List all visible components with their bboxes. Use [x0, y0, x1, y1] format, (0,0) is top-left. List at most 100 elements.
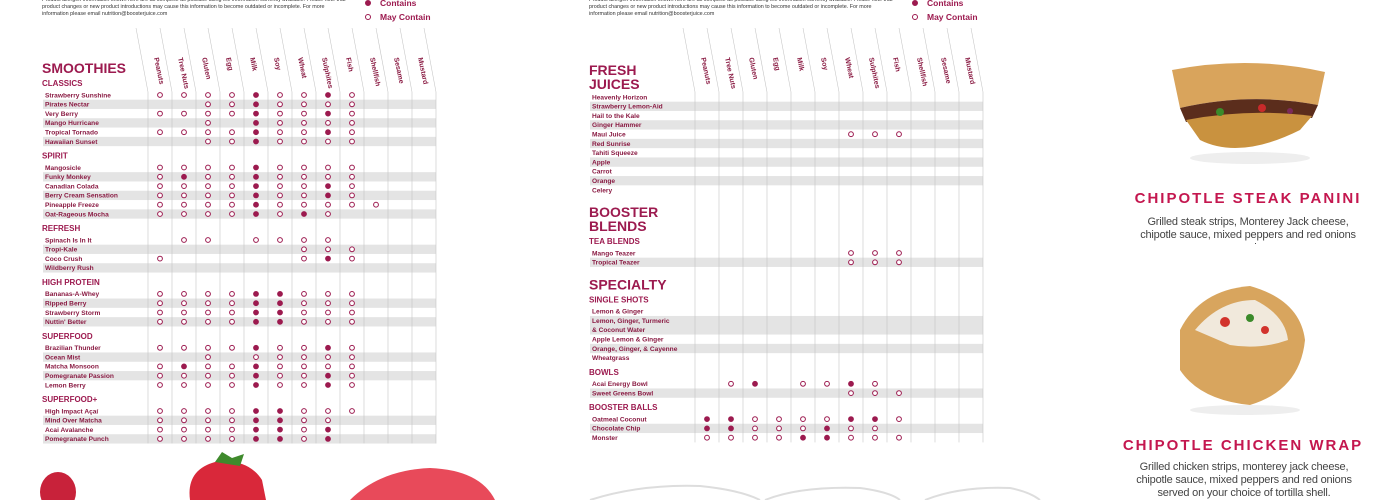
- may-contain-dot: [229, 300, 235, 307]
- header-rule: [207, 27, 221, 93]
- may-contain-dot: [301, 164, 307, 171]
- may-contain-dot: [349, 110, 355, 117]
- contains-dot: [325, 436, 331, 442]
- header-rule: [351, 27, 365, 93]
- header-rule: [399, 27, 413, 93]
- item-name: Brazilian Thunder: [45, 345, 101, 352]
- may-contain-dot: [277, 201, 283, 208]
- may-contain-dot: [157, 382, 163, 388]
- may-contain-dot: [253, 354, 259, 361]
- row-stripe: [590, 120, 983, 130]
- may-contain-dot: [752, 416, 758, 423]
- may-contain-dot: [301, 291, 307, 297]
- may-contain-dot: [205, 372, 211, 379]
- group-heading: SUPERFOOD: [42, 332, 93, 341]
- item-name: Coco Crush: [45, 256, 82, 263]
- may-contain-dot: [205, 201, 211, 208]
- header-rule: [375, 27, 389, 93]
- may-contain-dot: [253, 237, 259, 243]
- may-contain-dot: [325, 417, 331, 424]
- contains-dot: [277, 408, 283, 414]
- group-heading: HIGH PROTEIN: [42, 278, 100, 287]
- item-name: Lemon Berry: [45, 382, 86, 389]
- may-contain-dot: [800, 416, 806, 423]
- contains-dot: [253, 129, 259, 136]
- may-contain-dot: [205, 408, 211, 414]
- disclaimer: Product allergen information shown here …: [589, 0, 893, 17]
- item-name: Matcha Monsoon: [45, 364, 99, 371]
- allergen-header: Tree Nuts: [723, 57, 737, 90]
- may-contain-dot: [181, 201, 187, 208]
- may-contain-dot: [277, 101, 283, 108]
- contains-dot: [253, 211, 259, 217]
- may-contain-dot: [205, 138, 211, 145]
- row-stripe: [43, 244, 436, 254]
- contains-dot: [253, 110, 259, 117]
- row-stripe: [43, 298, 436, 308]
- allergen-header: Wheat: [296, 57, 307, 80]
- section-title: FRESH: [589, 62, 636, 78]
- contains-dot: [325, 192, 331, 199]
- may-contain-dot: [157, 192, 163, 199]
- item-name: Apple Lemon & Ginger: [592, 337, 664, 344]
- row-stripe: [43, 172, 436, 182]
- may-contain-dot: [277, 211, 283, 217]
- allergen-header: Mustard: [416, 57, 429, 85]
- may-contain-dot: [181, 382, 187, 388]
- may-contain-dot: [325, 237, 331, 243]
- may-contain-dot: [325, 291, 331, 297]
- may-contain-dot: [157, 201, 163, 208]
- may-contain-dot: [157, 344, 163, 351]
- may-contain-dot: [229, 408, 235, 414]
- may-contain-dot: [157, 436, 163, 442]
- allergen-header: Egg: [771, 57, 781, 71]
- allergen-header: Soy: [819, 57, 829, 71]
- contains-dot: [181, 363, 187, 370]
- may-contain-dot: [157, 408, 163, 414]
- row-stripe: [43, 190, 436, 201]
- header-rule: [802, 27, 816, 93]
- contains-dot: [848, 380, 854, 387]
- may-contain-dot: [349, 354, 355, 361]
- may-contain-dot: [181, 436, 187, 442]
- may-contain-dot: [325, 211, 331, 217]
- item-name: Oatmeal Coconut: [592, 416, 647, 423]
- allergen-header: Shellfish: [368, 57, 381, 87]
- may-contain-dot: [229, 426, 235, 433]
- may-contain-dot: [704, 434, 710, 441]
- allergen-header: Sesame: [392, 57, 404, 84]
- may-contain-dot: [848, 434, 854, 441]
- item-name: Ginger Hammer: [592, 122, 642, 129]
- contains-dot: [181, 173, 187, 180]
- legend-label: May Contain: [380, 12, 431, 22]
- may-contain-dot: [301, 300, 307, 307]
- may-contain-dot: [325, 363, 331, 370]
- row-stripe: [43, 99, 436, 109]
- may-contain-dot: [157, 211, 163, 217]
- may-contain-dot: [205, 192, 211, 199]
- row-stripe: [43, 118, 436, 128]
- may-contain-dot: [301, 173, 307, 180]
- may-contain-dot: [800, 380, 806, 387]
- row-stripe: [43, 263, 436, 273]
- feature-description: Grilled chicken strips, monterey jack ch…: [1136, 461, 1352, 499]
- item-name: Wheatgrass: [592, 355, 630, 362]
- item-name: High Impact Açaí: [45, 408, 99, 415]
- contains-dot: [253, 183, 259, 190]
- header-rule: [898, 27, 912, 93]
- allergen-header: Peanuts: [699, 57, 712, 85]
- contains-dot: [800, 434, 806, 441]
- may-contain-dot: [157, 426, 163, 433]
- contains-dot: [704, 416, 710, 423]
- item-name: Ripped Berry: [45, 301, 87, 308]
- allergen-header: Sulphites: [867, 57, 880, 89]
- contains-dot: [365, 0, 371, 6]
- may-contain-dot: [205, 318, 211, 325]
- may-contain-dot: [277, 173, 283, 180]
- contains-dot: [325, 92, 331, 98]
- decor: [40, 62, 1325, 500]
- may-contain-dot: [872, 380, 878, 387]
- contains-dot: [253, 417, 259, 424]
- may-contain-dot: [277, 120, 283, 126]
- may-contain-dot: [229, 173, 235, 180]
